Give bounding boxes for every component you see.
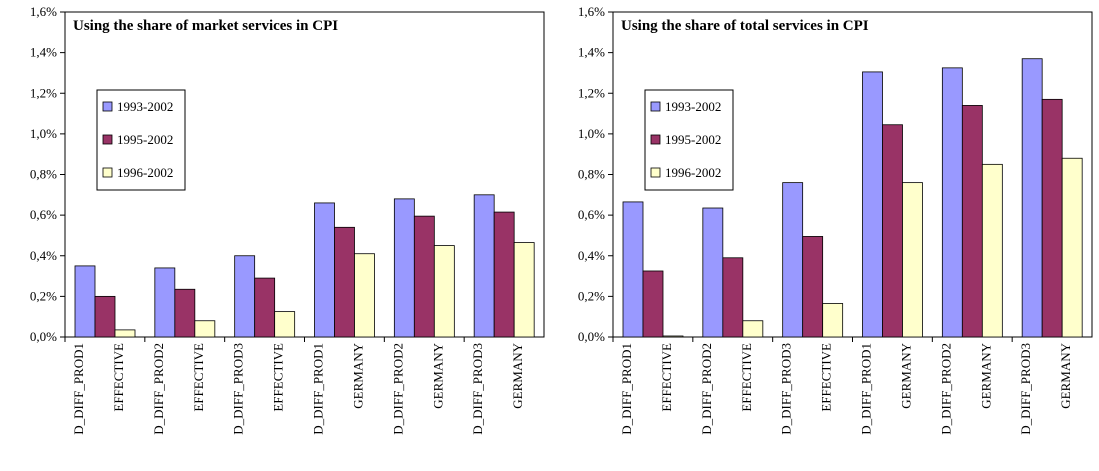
y-tick-label: 0,2% (578, 288, 605, 303)
x-tick-label: D_DIFF_PROD1 (859, 343, 874, 435)
bar (742, 320, 764, 338)
x-tick-label: D_DIFF_PROD1 (71, 343, 86, 435)
bar (154, 267, 176, 338)
y-tick-label: 1,0% (578, 126, 605, 141)
bar (1061, 157, 1083, 338)
x-tick-label: D_DIFF_PROD3 (779, 343, 794, 435)
x-tick-label: D_DIFF_PROD2 (699, 343, 714, 435)
bar (354, 253, 375, 338)
y-tick-label: 1,4% (30, 45, 57, 60)
x-tick-label: D_DIFF_PROD1 (619, 343, 634, 435)
bar (941, 67, 963, 338)
x-tick-label: EFFECTIVE (191, 343, 206, 412)
x-tick-label: D_DIFF_PROD3 (470, 343, 485, 435)
x-tick-label: D_DIFF_PROD3 (1018, 343, 1033, 435)
bar (433, 245, 455, 338)
legend-label: 1995-2002 (665, 132, 721, 147)
bar (234, 255, 256, 338)
y-tick-label: 0,4% (578, 248, 605, 263)
x-tick-label: D_DIFF_PROD1 (311, 343, 326, 435)
y-tick-label: 0,4% (30, 248, 57, 263)
chart-title: Using the share of market services in CP… (73, 18, 338, 34)
x-tick-label: EFFECTIVE (819, 343, 834, 412)
x-tick-label: GERMANY (430, 342, 445, 408)
y-tick-label: 0,6% (30, 207, 57, 222)
legend-swatch (650, 101, 661, 112)
x-tick-label: GERMANY (978, 342, 993, 408)
bar (1021, 58, 1043, 338)
bar (513, 242, 535, 338)
x-tick-label: D_DIFF_PROD3 (231, 343, 246, 435)
x-tick-label: GERMANY (351, 342, 366, 408)
legend-label: 1993-2002 (665, 99, 721, 114)
x-tick-label: EFFECTIVE (111, 343, 126, 412)
bar (862, 71, 883, 338)
y-tick-label: 1,6% (30, 4, 57, 19)
legend-label: 1993-2002 (117, 99, 173, 114)
y-tick-label: 1,6% (578, 4, 605, 19)
bar (622, 201, 644, 338)
bar (702, 207, 724, 338)
x-tick-label: EFFECTIVE (659, 343, 674, 412)
bar (493, 211, 515, 338)
y-tick-label: 1,0% (30, 126, 57, 141)
bar (662, 335, 684, 338)
legend-label: 1995-2002 (117, 132, 173, 147)
y-tick-label: 1,2% (30, 85, 57, 100)
x-tick-label: D_DIFF_PROD2 (151, 343, 166, 435)
bar (802, 236, 824, 338)
y-tick-label: 0,6% (578, 207, 605, 222)
bar (174, 288, 196, 338)
x-tick-label: GERMANY (1058, 342, 1073, 408)
bar (782, 182, 804, 338)
bar (882, 124, 903, 338)
y-tick-label: 1,4% (578, 45, 605, 60)
bar (393, 198, 415, 338)
bar (74, 265, 96, 338)
bar (274, 311, 296, 338)
y-tick-label: 0,0% (578, 329, 605, 344)
chart-title: Using the share of total services in CPI (621, 18, 869, 34)
x-tick-label: EFFECTIVE (271, 343, 286, 412)
y-tick-label: 1,2% (578, 85, 605, 100)
x-tick-label: GERMANY (510, 342, 525, 408)
chart: 0,0% 0,2% 0,4% 0,6% 0,8% 1,0% 1,2% 1,4% 1,6% D_DI… (578, 4, 1093, 435)
y-tick-label: 0,8% (578, 167, 605, 182)
bar (94, 295, 116, 338)
y-tick-label: 0,2% (30, 288, 57, 303)
x-tick-label: D_DIFF_PROD2 (938, 343, 953, 435)
bar (1041, 98, 1063, 338)
bar (314, 202, 335, 338)
bar (334, 226, 355, 338)
legend-label: 1996-2002 (117, 165, 173, 180)
chart: 0,0% 0,2% 0,4% 0,6% 0,8% 1,0% 1,2% 1,4% 1,6% D_DI… (30, 4, 545, 435)
bar (722, 257, 744, 338)
bar (254, 277, 276, 338)
x-tick-label: EFFECTIVE (739, 343, 754, 412)
legend-swatch (650, 134, 661, 145)
legend-swatch (102, 101, 113, 112)
bar (961, 105, 983, 338)
legend-swatch (650, 167, 661, 178)
legend-label: 1996-2002 (665, 165, 721, 180)
x-tick-label: D_DIFF_PROD2 (390, 343, 405, 435)
bar (194, 320, 216, 338)
bar (902, 182, 923, 338)
bar (642, 270, 664, 338)
y-tick-label: 0,0% (30, 329, 57, 344)
bar (981, 163, 1003, 338)
legend-swatch (102, 167, 113, 178)
bar (413, 215, 435, 338)
x-tick-label: GERMANY (899, 342, 914, 408)
bar (822, 303, 844, 338)
bar (473, 194, 495, 338)
legend-swatch (102, 134, 113, 145)
bar (114, 329, 136, 338)
y-tick-label: 0,8% (30, 167, 57, 182)
